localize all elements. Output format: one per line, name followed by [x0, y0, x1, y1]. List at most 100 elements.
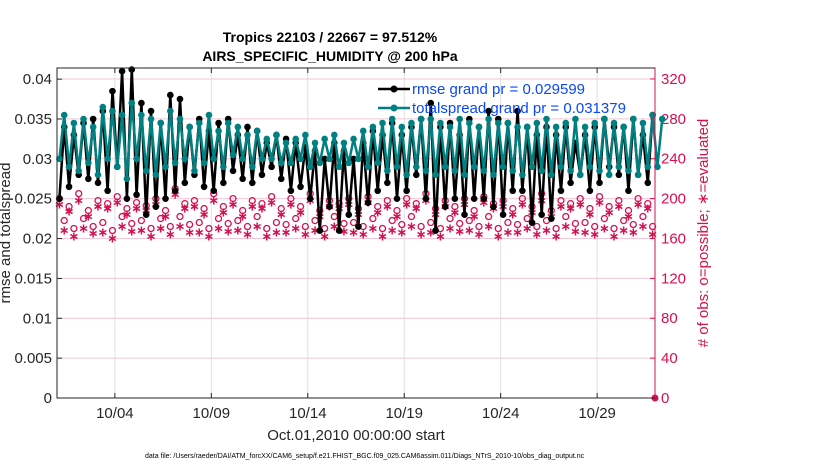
obs-evaluated-marker — [84, 212, 93, 221]
obs-evaluated-marker — [137, 226, 146, 235]
y-right-tick-label: 80 — [661, 310, 678, 327]
totalspread-point — [249, 163, 256, 171]
rmse-point — [171, 187, 179, 195]
obs-evaluated-marker — [190, 202, 199, 211]
totalspread-point — [292, 135, 300, 143]
obs-evaluated-marker — [566, 204, 575, 213]
star-stroke — [98, 229, 107, 236]
obs-evaluated-marker — [185, 228, 194, 237]
totalspread-point — [181, 155, 189, 163]
y-tick-label: 0 — [44, 390, 52, 407]
obs-evaluated-marker — [282, 228, 290, 237]
obs-possible-marker — [224, 219, 232, 228]
star-stroke — [118, 223, 126, 230]
obs-evaluated-marker — [504, 228, 512, 237]
totalspread-point — [620, 123, 627, 131]
rmse-point — [625, 187, 632, 195]
obs-possible-marker — [446, 214, 454, 223]
totalspread-point — [591, 119, 599, 127]
obs-evaluated-marker — [388, 226, 397, 235]
totalspread-point — [388, 115, 396, 123]
totalspread-point — [596, 167, 603, 175]
obs-evaluated-marker — [301, 230, 310, 239]
obs-evaluated-marker — [330, 222, 339, 231]
x-axis-ticks: 10/04 10/09 10/14 10/19 10/24 10/29 — [96, 68, 616, 422]
obs-evaluated-marker — [123, 210, 131, 219]
obs-evaluated-marker — [518, 200, 527, 209]
plot-frame — [56, 67, 656, 399]
totalspread-point — [364, 163, 372, 171]
y-right-tick-label: 40 — [661, 350, 678, 367]
obs-evaluated-marker — [397, 228, 406, 237]
obs-evaluated-marker — [614, 202, 623, 211]
legend: rmse grand pr = 0.029599 totalspread gra… — [378, 81, 626, 117]
obs-evaluated-marker — [475, 230, 483, 239]
totalspread-point — [393, 163, 401, 171]
rmse-point — [123, 195, 131, 203]
star-stroke — [243, 231, 252, 238]
totalspread-point — [147, 115, 155, 123]
totalspread-point — [104, 155, 111, 163]
totalspread-point — [533, 119, 541, 127]
star-stroke — [590, 231, 599, 238]
star-stroke — [272, 229, 281, 236]
obs-evaluated-marker — [224, 227, 233, 236]
totalspread-point — [649, 111, 656, 119]
obs-possible-marker — [388, 216, 396, 225]
obs-evaluated-marker — [402, 200, 411, 209]
obs-evaluated-marker — [70, 232, 78, 241]
star-stroke — [639, 223, 647, 230]
obs-possible-marker — [513, 220, 522, 229]
rmse-point — [162, 195, 169, 203]
star-stroke — [450, 209, 459, 216]
star-stroke — [108, 235, 117, 242]
obs-evaluated-marker — [494, 232, 503, 241]
legend-spread-marker — [390, 104, 398, 112]
rmse-point — [104, 187, 111, 195]
star-stroke — [176, 223, 184, 230]
obs-evaluated-marker — [156, 224, 165, 233]
star-stroke — [571, 228, 580, 235]
totalspread-point — [210, 155, 218, 163]
star-stroke — [330, 223, 339, 230]
totalspread-point — [128, 99, 136, 107]
obs-possible-marker — [70, 224, 78, 233]
totalspread-point — [157, 119, 164, 127]
totalspread-point — [340, 139, 348, 147]
star-stroke — [397, 229, 406, 236]
star-stroke — [137, 227, 146, 234]
rmse-point — [586, 187, 594, 195]
totalspread-point — [398, 123, 406, 131]
totalspread-point — [350, 135, 357, 143]
rmse-point — [142, 211, 150, 218]
rmse-point — [615, 171, 623, 179]
totalspread-point — [80, 115, 87, 123]
totalspread-point — [466, 119, 473, 127]
star-stroke — [301, 231, 310, 238]
totalspread-point — [186, 123, 193, 131]
totalspread-point — [470, 163, 478, 171]
obs-possible-marker — [523, 214, 531, 223]
obs-evaluated-marker — [378, 232, 387, 241]
obs-possible-marker — [292, 214, 300, 223]
star-stroke — [282, 229, 290, 236]
obs-evaluated-marker — [291, 224, 300, 233]
totalspread-point — [152, 171, 160, 179]
obs-evaluated-marker — [103, 204, 112, 213]
obs-evaluated-marker — [586, 210, 594, 219]
totalspread-point — [557, 163, 565, 171]
rmse-point — [403, 187, 410, 195]
star-stroke — [262, 233, 271, 240]
obs-possible-marker — [533, 222, 541, 231]
obs-possible-marker — [253, 212, 261, 221]
star-stroke — [79, 225, 88, 232]
star-stroke — [89, 230, 98, 237]
rmse-point — [490, 203, 497, 210]
star-stroke — [417, 231, 425, 238]
obs-evaluated-marker — [132, 204, 141, 213]
grid — [57, 68, 655, 398]
rmse-point — [239, 175, 246, 183]
y-right-tick-label: 0 — [661, 390, 669, 407]
y-right-axis-label: # of obs: o=possible; ∗=evaluated — [695, 119, 712, 348]
star-stroke — [320, 233, 329, 240]
